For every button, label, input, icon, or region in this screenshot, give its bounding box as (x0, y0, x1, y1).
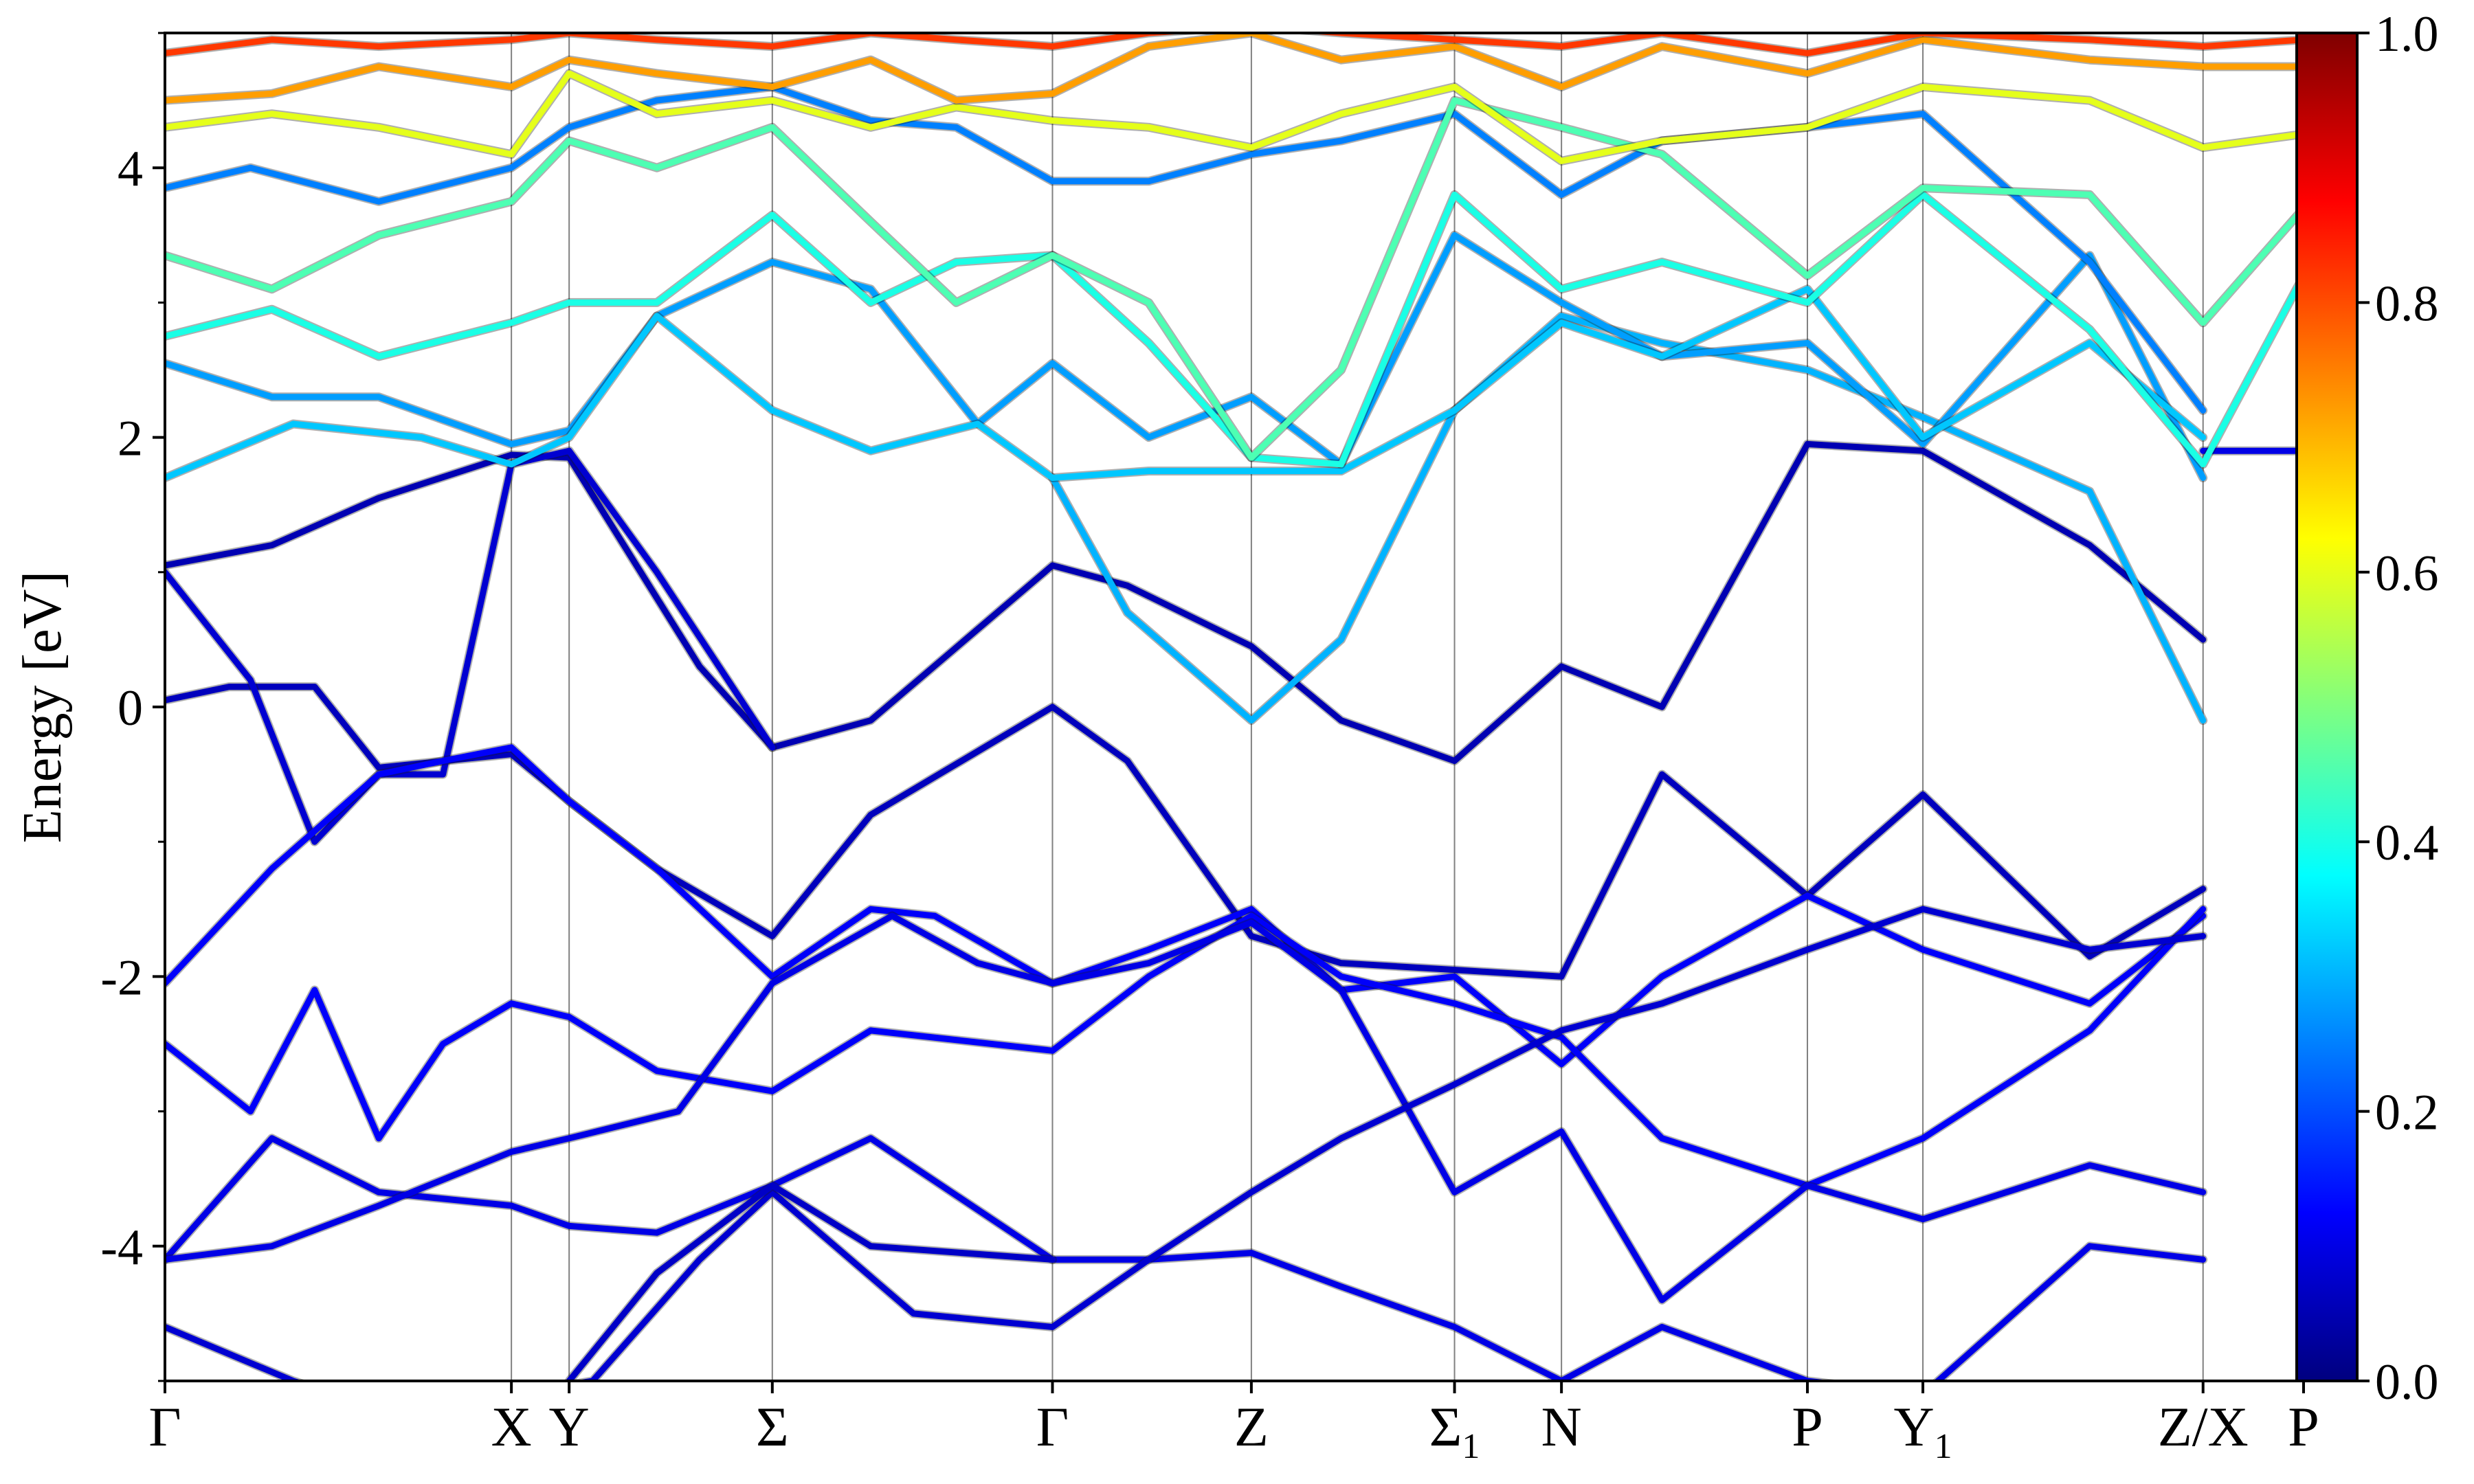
band-line (165, 33, 2304, 56)
x-axis: Γ X Y Σ Γ Z Σ1 N P Y1 Z/X P (148, 1381, 2319, 1466)
y-tick-label: 2 (118, 411, 143, 467)
colorbar-gradient (2295, 32, 2359, 1382)
x-tick-label: Γ (1036, 1395, 1069, 1458)
band-line (165, 440, 2207, 764)
x-tick-label: Z (1234, 1395, 1269, 1458)
x-tick-label: P (2288, 1395, 2319, 1458)
colorbar: 1.0 0.8 0.6 0.4 0.2 0.0 (2295, 6, 2439, 1410)
x-tick-label: X (491, 1395, 532, 1458)
x-tick-label: Y (549, 1395, 590, 1458)
x-tick-label: P (1792, 1395, 1823, 1458)
x-tick-label: Y1 (1893, 1395, 1952, 1466)
y-tick-label: 4 (118, 141, 143, 197)
x-tick-label: Σ (756, 1395, 789, 1458)
band-line (165, 906, 2207, 1381)
band-line (165, 286, 2207, 481)
x-tick-label: Σ1 (1429, 1395, 1480, 1466)
colorbar-tick-label: 0.0 (2375, 1354, 2439, 1410)
x-tick-label: Z/X (2158, 1395, 2249, 1458)
band-line (1049, 313, 2207, 724)
y-tick-label: -4 (100, 1219, 143, 1276)
y-axis-label: Energy [eV] (12, 571, 73, 843)
x-tick-label: N (1541, 1395, 1582, 1458)
band-line (165, 912, 2207, 1303)
band-line (165, 97, 2304, 461)
y-tick-label: 0 (118, 680, 143, 737)
band-line (165, 906, 2207, 1189)
colorbar-tick-label: 0.6 (2375, 546, 2439, 602)
band-line (165, 447, 776, 845)
band-line (165, 232, 2207, 481)
band-line (566, 1182, 1056, 1381)
band-line (165, 33, 2304, 104)
y-axis: 4 2 0 -2 -4 (100, 32, 165, 1382)
band-line (165, 191, 2304, 468)
colorbar-tick-label: 0.8 (2375, 276, 2439, 332)
k-point-gridlines (511, 33, 2204, 1381)
band-line (165, 684, 2207, 980)
band-line (165, 70, 2304, 164)
x-tick-label: Γ (148, 1395, 181, 1458)
band-lines (165, 33, 2304, 1381)
colorbar-tick-label: 0.4 (2375, 815, 2439, 871)
y-tick-label: -2 (100, 949, 143, 1006)
colorbar-tick-label: 0.2 (2375, 1085, 2439, 1141)
colorbar-tick-label: 1.0 (2375, 6, 2439, 63)
